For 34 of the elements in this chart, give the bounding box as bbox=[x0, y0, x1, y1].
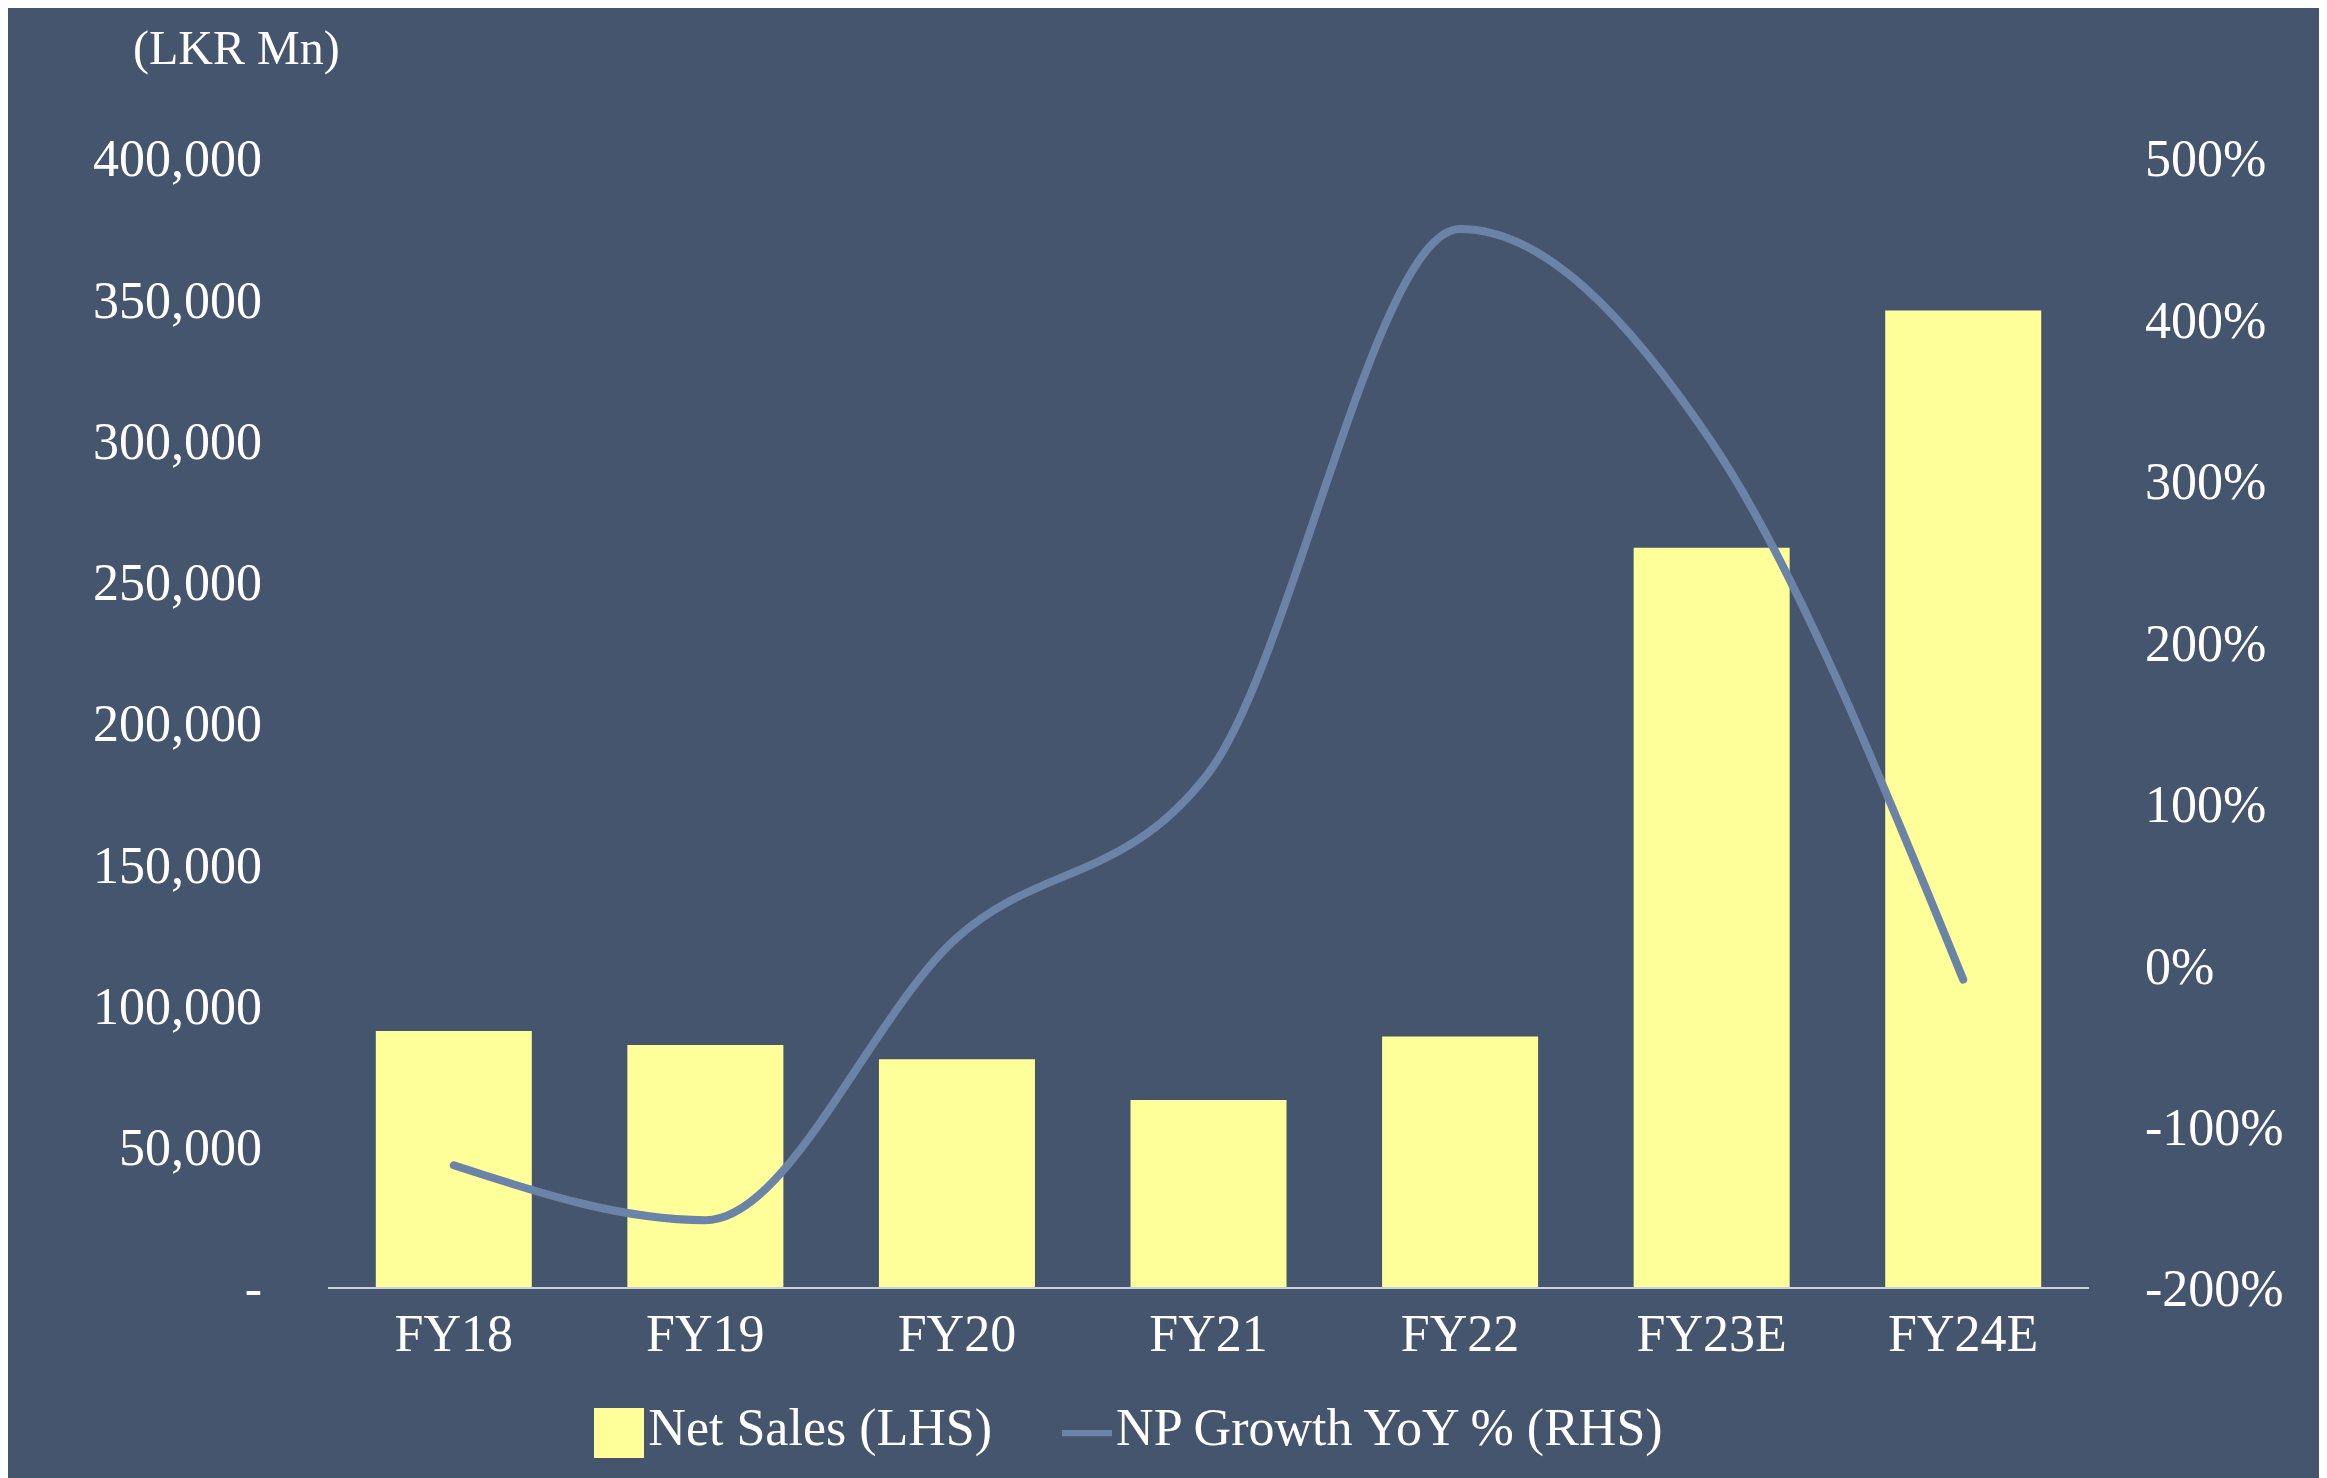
y2-tick-label: 200% bbox=[2145, 614, 2267, 672]
y2-tick-label: 300% bbox=[2145, 453, 2267, 511]
bar bbox=[878, 1059, 1035, 1288]
y-tick-label: 250,000 bbox=[93, 554, 262, 612]
x-tick-label: FY18 bbox=[394, 1304, 514, 1362]
y-tick-label: - bbox=[244, 1260, 262, 1318]
bar bbox=[1633, 547, 1790, 1288]
x-tick-label: FY23E bbox=[1636, 1304, 1787, 1362]
y-tick-label: 50,000 bbox=[119, 1119, 262, 1177]
y-tick-label: 100,000 bbox=[93, 977, 262, 1035]
y-tick-label: 150,000 bbox=[93, 836, 262, 894]
y2-tick-label: 0% bbox=[2145, 937, 2215, 995]
bar bbox=[1885, 310, 2042, 1288]
x-tick-label: FY19 bbox=[646, 1304, 765, 1362]
legend-label: Net Sales (LHS) bbox=[648, 1398, 993, 1456]
y-tick-label: 350,000 bbox=[93, 271, 262, 329]
y-tick-label: 400,000 bbox=[93, 130, 262, 188]
bar bbox=[375, 1030, 532, 1288]
x-tick-label: FY22 bbox=[1400, 1304, 1520, 1362]
bar bbox=[1382, 1036, 1539, 1288]
y2-tick-label: 500% bbox=[2145, 130, 2267, 188]
y2-tick-label: -200% bbox=[2145, 1260, 2284, 1318]
legend-label: NP Growth YoY % (RHS) bbox=[1116, 1398, 1663, 1456]
y2-tick-label: 400% bbox=[2145, 291, 2267, 349]
bar bbox=[627, 1045, 784, 1288]
y-tick-label: 200,000 bbox=[93, 695, 262, 753]
y2-tick-label: -100% bbox=[2145, 1098, 2284, 1156]
x-tick-label: FY24E bbox=[1888, 1304, 2039, 1362]
x-tick-label: FY20 bbox=[897, 1304, 1017, 1362]
y-tick-label: 300,000 bbox=[93, 412, 262, 470]
bar bbox=[1130, 1100, 1287, 1288]
y-axis-title: (LKR Mn) bbox=[133, 20, 340, 75]
y2-tick-label: 100% bbox=[2145, 776, 2267, 834]
x-tick-label: FY21 bbox=[1149, 1304, 1268, 1362]
